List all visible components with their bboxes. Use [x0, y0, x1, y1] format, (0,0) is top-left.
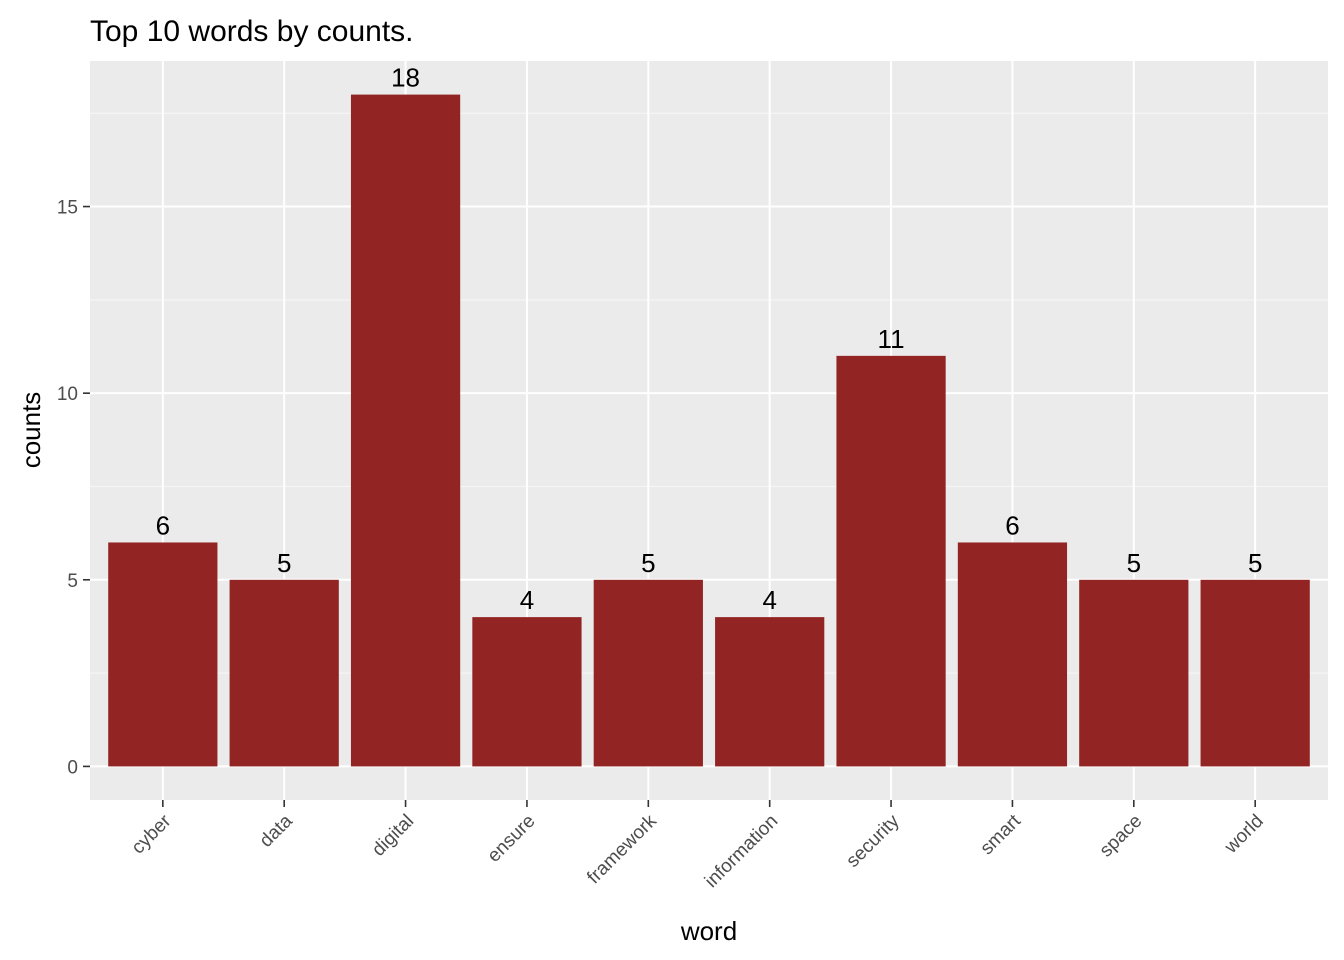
x-tick-label-smart: smart — [977, 810, 1026, 859]
x-tick-label-information: information — [701, 811, 782, 892]
data-label-data: 5 — [277, 548, 291, 578]
data-label-space: 5 — [1127, 548, 1141, 578]
data-label-ensure: 4 — [520, 585, 534, 615]
chart-title: Top 10 words by counts. — [90, 15, 414, 48]
bar-smart — [957, 542, 1068, 767]
bars-group — [108, 94, 1310, 767]
y-axis-title: counts — [16, 392, 46, 469]
data-label-world: 5 — [1248, 548, 1262, 578]
bar-framework — [593, 579, 703, 767]
y-tick-label: 5 — [67, 571, 78, 592]
data-label-security: 11 — [878, 324, 905, 354]
data-label-digital: 18 — [391, 63, 420, 93]
bar-security — [836, 355, 946, 767]
bar-ensure — [472, 617, 582, 767]
x-axis-title: word — [680, 916, 737, 946]
bar-digital — [350, 94, 461, 767]
data-label-framework: 5 — [641, 548, 655, 578]
bar-cyber — [108, 542, 218, 767]
x-tick-label-security: security — [842, 810, 903, 871]
x-tick-label-cyber: cyber — [128, 810, 176, 858]
y-tick-label: 15 — [57, 198, 78, 219]
bar-information — [715, 617, 825, 767]
x-tick-label-data: data — [256, 810, 297, 851]
data-label-smart: 6 — [1005, 510, 1019, 540]
x-tick-label-space: space — [1096, 811, 1147, 862]
y-axis: 0 5 10 15 — [57, 198, 90, 778]
y-tick-label: 10 — [57, 384, 78, 405]
y-tick-label: 0 — [67, 757, 78, 778]
data-label-cyber: 6 — [156, 510, 170, 540]
x-tick-label-ensure: ensure — [484, 811, 540, 867]
bar-data — [229, 579, 339, 767]
x-axis: cyber data digital ensure framework informati… — [128, 800, 1268, 892]
data-labels-group: 6 5 18 4 5 4 11 6 5 5 — [156, 63, 1263, 616]
x-tick-label-world: world — [1220, 811, 1268, 859]
x-tick-label-framework: framework — [583, 810, 661, 888]
bar-space — [1079, 579, 1189, 767]
x-tick-label-digital: digital — [368, 811, 418, 861]
data-label-information: 4 — [762, 585, 776, 615]
bar-world — [1200, 579, 1310, 767]
